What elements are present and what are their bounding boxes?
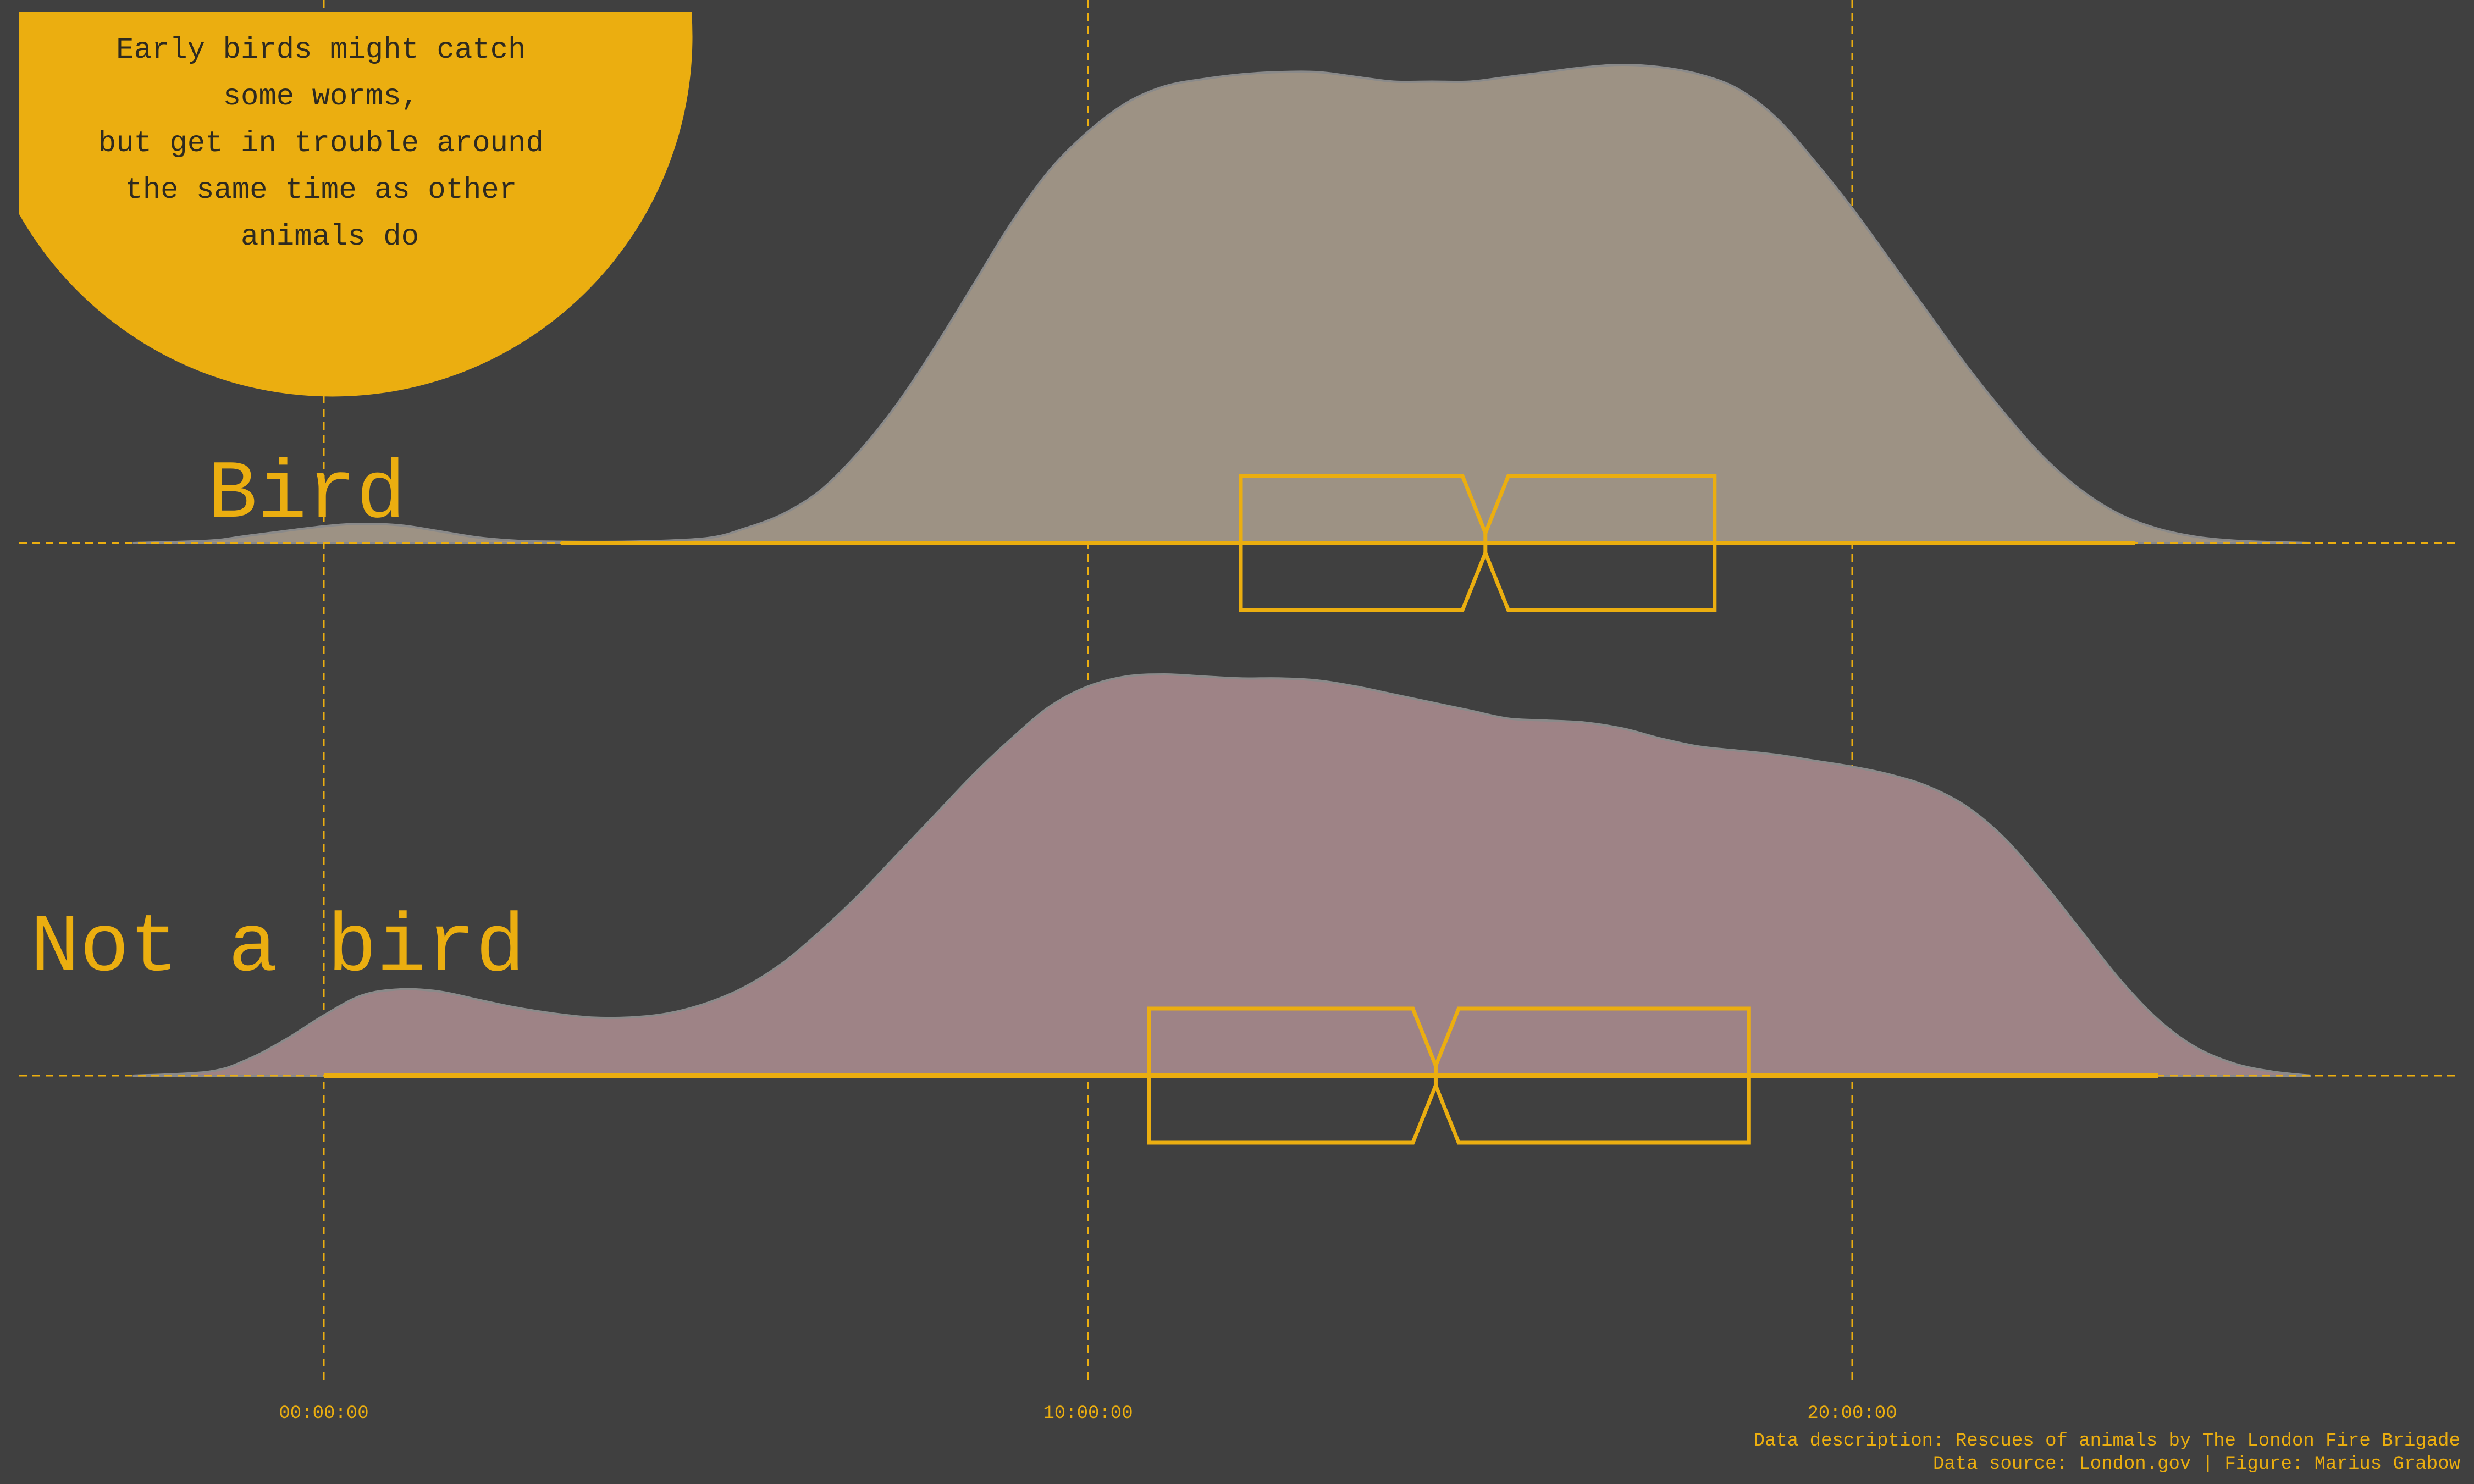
density-area-not-a-bird — [132, 673, 2311, 1077]
x-axis-ticks: 00:00:00 10:00:00 20:00:00 — [279, 1403, 1897, 1424]
annotation-line-2: some worms, — [223, 80, 419, 114]
density-area-bird — [132, 63, 2311, 544]
sun-badge — [19, 12, 693, 397]
x-tick-label: 10:00:00 — [1043, 1403, 1133, 1424]
annotation-line-4: the same time as other — [125, 174, 517, 207]
footer-source: Data source: London.gov | Figure: Marius… — [1933, 1454, 2461, 1475]
footer-description: Data description: Rescues of animals by … — [1754, 1431, 2460, 1452]
x-tick-label: 20:00:00 — [1807, 1403, 1897, 1424]
x-tick-label: 00:00:00 — [279, 1403, 368, 1424]
annotation-callout: Early birds might catch some worms, but … — [19, 12, 693, 397]
notched-box-bird — [1239, 474, 1717, 612]
annotation-line-1: Early birds might catch — [116, 34, 526, 67]
group-label-not-a-bird: Not a bird — [30, 902, 525, 995]
annotation-line-5: animals do — [241, 220, 419, 254]
annotation-text: Early birds might catch some worms, but … — [98, 34, 562, 254]
annotation-line-3: but get in trouble around — [98, 127, 544, 160]
group-label-bird: Bird — [208, 448, 406, 542]
notched-box-not-a-bird — [1147, 1006, 1751, 1145]
boxplots — [324, 474, 2158, 1145]
